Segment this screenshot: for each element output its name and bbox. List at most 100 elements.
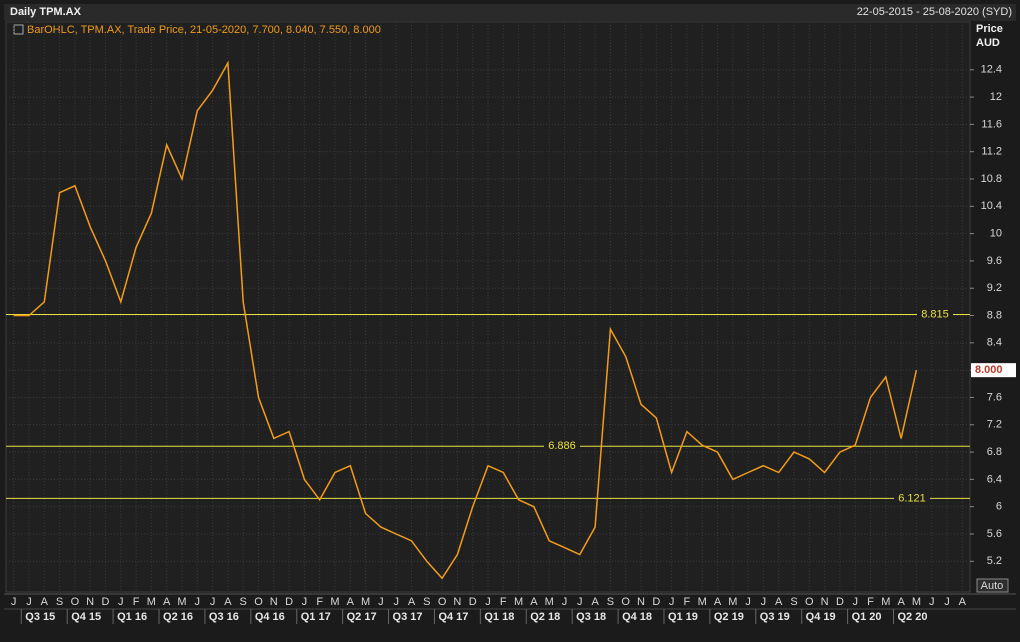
x-tick-label: A: [41, 596, 49, 608]
x-tick-label: O: [438, 596, 447, 608]
x-tick-label: M: [177, 596, 186, 608]
x-tick-label: A: [347, 596, 355, 608]
legend-text: BarOHLC, TPM.AX, Trade Price, 21-05-2020…: [27, 24, 381, 36]
x-tick-label: J: [745, 596, 751, 608]
quarter-label: Q3 19: [760, 611, 790, 623]
x-tick-label: J: [302, 596, 308, 608]
y-tick-label: 6.4: [987, 473, 1002, 485]
y-axis-unit: AUD: [976, 37, 1000, 49]
x-tick-label: O: [621, 596, 630, 608]
quarter-label: Q1 19: [668, 611, 698, 623]
reference-label: 6.886: [548, 440, 576, 452]
x-tick-label: M: [881, 596, 890, 608]
y-tick-label: 5.2: [987, 555, 1002, 567]
x-tick-label: N: [270, 596, 278, 608]
x-tick-label: A: [897, 596, 905, 608]
y-tick-label: 12.4: [981, 64, 1002, 76]
y-tick-label: 10.4: [981, 200, 1002, 212]
date-range: 22-05-2015 - 25-08-2020 (SYD): [857, 6, 1012, 18]
reference-label: 6.121: [898, 492, 926, 504]
x-tick-label: J: [944, 596, 950, 608]
x-tick-label: J: [577, 596, 583, 608]
x-tick-label: J: [210, 596, 216, 608]
x-tick-label: J: [852, 596, 858, 608]
quarter-label: Q2 16: [163, 611, 193, 623]
x-tick-label: S: [790, 596, 797, 608]
x-tick-label: J: [195, 596, 201, 608]
x-tick-label: N: [453, 596, 461, 608]
last-price-label: 8.000: [975, 364, 1003, 376]
x-tick-label: O: [254, 596, 263, 608]
x-tick-label: O: [805, 596, 814, 608]
y-tick-label: 8.4: [987, 337, 1002, 349]
x-tick-label: J: [378, 596, 384, 608]
y-tick-label: 12: [990, 91, 1002, 103]
x-tick-label: D: [285, 596, 293, 608]
legend-icon[interactable]: [13, 24, 24, 35]
x-tick-label: J: [11, 596, 17, 608]
y-tick-label: 11.2: [981, 146, 1002, 158]
x-tick-label: S: [423, 596, 430, 608]
quarter-label: Q3 15: [25, 611, 55, 623]
reference-label-bg: [544, 440, 580, 453]
x-tick-label: J: [118, 596, 124, 608]
y-axis-title: Price: [976, 23, 1003, 35]
last-price-box: [971, 363, 1016, 378]
quarter-label: Q1 17: [301, 611, 331, 623]
quarter-label: Q1 16: [117, 611, 147, 623]
x-tick-label: M: [728, 596, 737, 608]
y-tick-label: 10.8: [981, 173, 1002, 185]
x-tick-label: M: [912, 596, 921, 608]
quarter-label: Q3 18: [576, 611, 606, 623]
x-tick-label: J: [929, 596, 935, 608]
x-tick-label: M: [545, 596, 554, 608]
quarter-label: Q4 18: [622, 611, 652, 623]
x-tick-label: M: [514, 596, 523, 608]
y-tick-label: 10: [990, 228, 1002, 240]
x-tick-label: N: [821, 596, 829, 608]
quarter-label: Q2 20: [897, 611, 927, 623]
reference-label-bg: [894, 492, 930, 505]
y-tick-label: 7.6: [987, 391, 1002, 403]
x-tick-label: M: [361, 596, 370, 608]
quarter-label: Q1 20: [852, 611, 882, 623]
quarter-label: Q3 16: [209, 611, 239, 623]
x-tick-label: A: [714, 596, 722, 608]
auto-button-label[interactable]: Auto: [981, 580, 1004, 592]
x-tick-label: J: [393, 596, 399, 608]
x-tick-label: O: [71, 596, 80, 608]
x-tick-label: A: [530, 596, 538, 608]
x-tick-label: J: [562, 596, 568, 608]
x-tick-label: J: [669, 596, 675, 608]
reference-label: 8.815: [921, 308, 949, 320]
chart-title: Daily TPM.AX: [10, 6, 82, 18]
y-tick-label: 6: [996, 501, 1002, 513]
x-tick-label: S: [240, 596, 247, 608]
quarter-label: Q2 18: [530, 611, 560, 623]
x-tick-label: A: [224, 596, 232, 608]
y-tick-label: 9.6: [987, 255, 1002, 267]
x-tick-label: A: [775, 596, 783, 608]
x-tick-label: J: [761, 596, 767, 608]
x-tick-label: A: [591, 596, 599, 608]
quarter-label: Q2 17: [347, 611, 377, 623]
x-tick-label: S: [607, 596, 614, 608]
quarter-label: Q4 19: [806, 611, 836, 623]
quarter-label: Q1 18: [484, 611, 514, 623]
x-tick-label: D: [836, 596, 844, 608]
auto-button[interactable]: [976, 578, 1009, 593]
x-tick-label: M: [330, 596, 339, 608]
y-tick-label: 9.2: [987, 282, 1002, 294]
x-tick-label: M: [698, 596, 707, 608]
x-tick-label: M: [147, 596, 156, 608]
x-tick-label: A: [959, 596, 967, 608]
quarter-label: Q2 19: [714, 611, 744, 623]
x-tick-label: F: [316, 596, 323, 608]
y-tick-label: 5.6: [987, 528, 1002, 540]
x-tick-label: N: [86, 596, 94, 608]
header-bar: [4, 4, 1016, 21]
x-tick-label: D: [652, 596, 660, 608]
y-tick-label: 8.8: [987, 309, 1002, 321]
x-tick-label: D: [469, 596, 477, 608]
